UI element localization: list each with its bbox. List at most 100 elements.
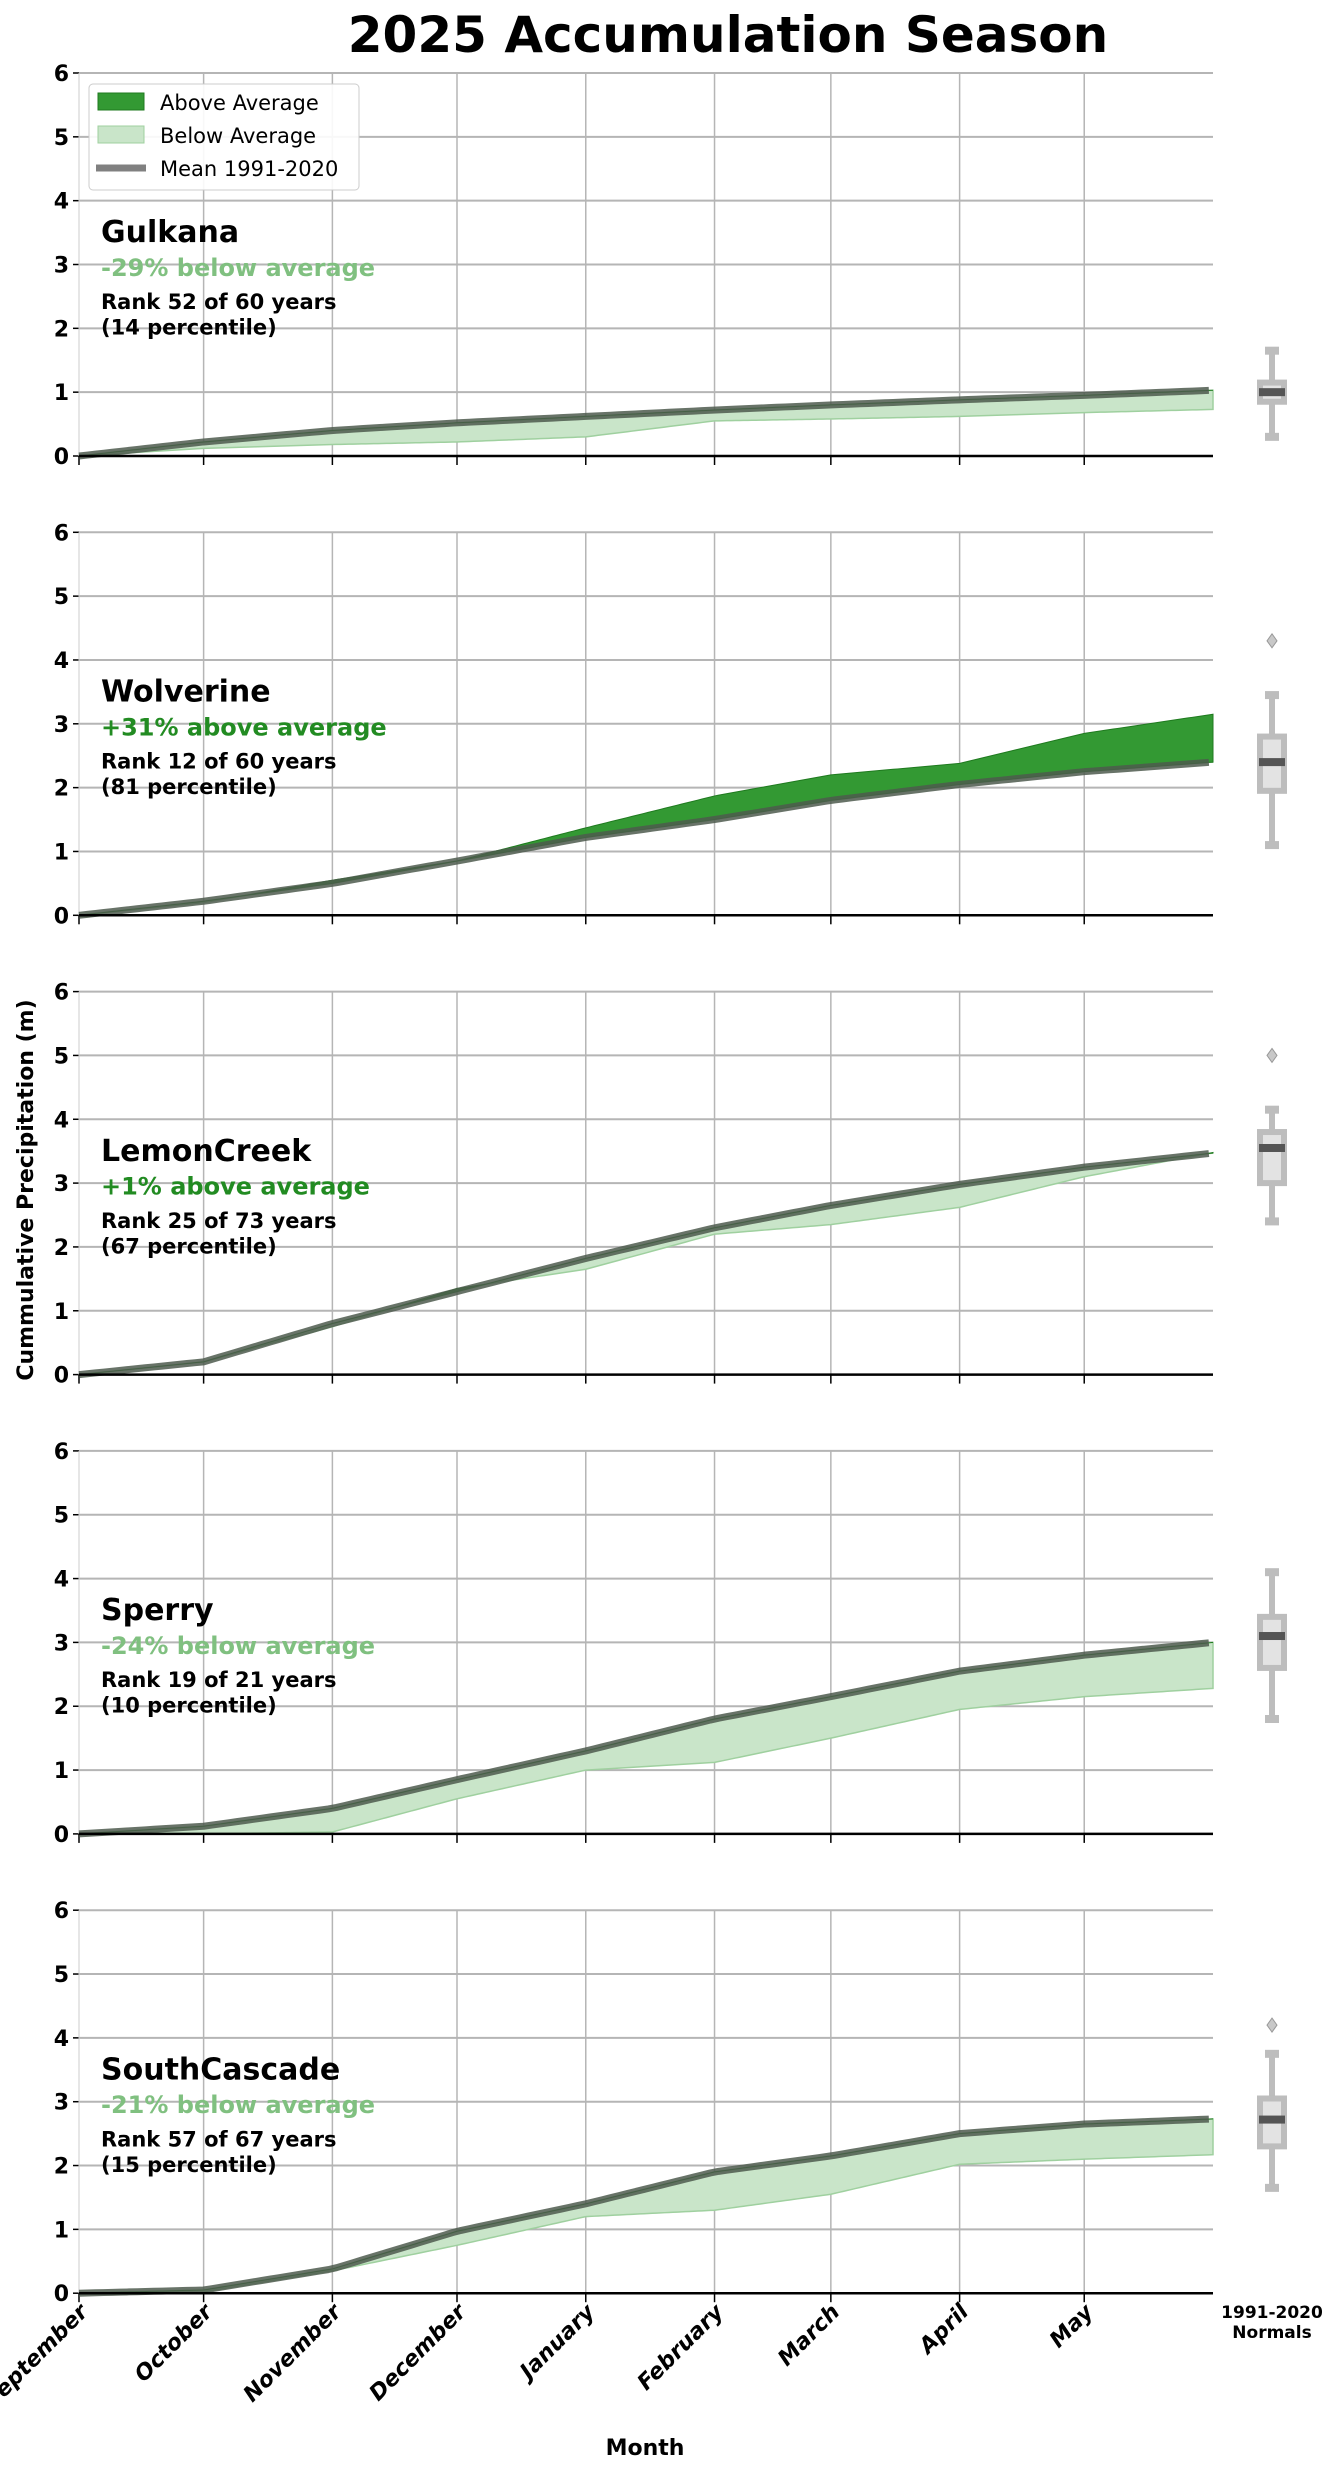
glacier-name: Gulkana (101, 215, 239, 250)
legend: Above Average Below Average Mean 1991-20… (88, 83, 360, 191)
y-tick-label: 2 (54, 777, 69, 802)
boxplot-median (1259, 758, 1285, 767)
boxplot-cap-high (1265, 2049, 1279, 2058)
boxplot-median (1259, 2115, 1285, 2124)
boxplot-cap-low (1265, 2183, 1279, 2192)
normals-boxplot (1257, 346, 1287, 441)
boxplot-cap-high (1265, 691, 1279, 700)
y-tick-label: 0 (54, 445, 69, 470)
normals-boxplot (1257, 1047, 1287, 1226)
mean-line (78, 1639, 1210, 1838)
boxplot-outlier (1266, 632, 1278, 649)
percentile-text: (15 percentile) (101, 2153, 277, 2177)
legend-label-mean: Mean 1991-2020 (160, 157, 338, 181)
legend-frame (88, 83, 360, 191)
normals-boxplot (1257, 1568, 1287, 1723)
rank-text: Rank 52 of 60 years (101, 290, 336, 314)
panel-wolverine: 0 1 2 3 4 5 6 Wolverine +31% above average Rank 1… (54, 521, 1287, 929)
anomaly-text: -29% below average (101, 254, 375, 282)
chart-title: 2025 Accumulation Season (348, 6, 1108, 64)
y-tick-label: 5 (54, 1044, 69, 1069)
y-tick-label: 2 (54, 1236, 69, 1261)
x-tick-label: January (513, 2299, 601, 2387)
glacier-name: SouthCascade (101, 2052, 340, 2087)
y-tick-label: 6 (54, 981, 69, 1006)
rank-text: Rank 25 of 73 years (101, 1209, 336, 1233)
x-tick-label: November (239, 2299, 347, 2407)
y-tick-label: 3 (54, 713, 69, 738)
boxplot-cap-low (1265, 1217, 1279, 1226)
x-tick-label: February (633, 2299, 730, 2396)
y-tick-label: 6 (54, 521, 69, 546)
mean-line (78, 1150, 1210, 1379)
boxplot-median (1259, 388, 1285, 397)
legend-swatch-below (97, 125, 145, 144)
percentile-text: (14 percentile) (101, 316, 277, 340)
y-tick-label: 5 (54, 1504, 69, 1529)
boxplot-cap-low (1265, 841, 1279, 850)
y-tick-label: 5 (54, 585, 69, 610)
x-tick-label: March (773, 2300, 845, 2372)
y-tick-label: 1 (54, 1300, 69, 1325)
x-tick-label: September (0, 2299, 94, 2414)
panel-southcascade: 0 1 2 3 4 5 6 SouthCascade -21% below average Ran… (54, 1899, 1287, 2307)
anomaly-text: -21% below average (101, 2091, 375, 2119)
y-tick-label: 2 (54, 2155, 69, 2180)
legend-label-above: Above Average (160, 91, 319, 115)
y-tick-label: 2 (54, 317, 69, 342)
y-tick-label: 0 (54, 1364, 69, 1389)
y-tick-label: 4 (54, 649, 69, 674)
y-tick-label: 1 (54, 1759, 69, 1784)
normals-boxplot (1257, 632, 1287, 850)
boxplot-cap-high (1265, 1568, 1279, 1577)
boxplot-median (1259, 1632, 1285, 1641)
mean-line (78, 758, 1210, 919)
y-tick-label: 1 (54, 381, 69, 406)
y-tick-label: 0 (54, 2282, 69, 2307)
glacier-name: LemonCreek (101, 1134, 312, 1169)
x-tick-label: May (1045, 2299, 1099, 2353)
y-tick-label: 3 (54, 1172, 69, 1197)
boxplot-cap-high (1265, 346, 1279, 355)
y-tick-label: 6 (54, 62, 69, 87)
glacier-name: Sperry (101, 1593, 214, 1628)
y-tick-label: 5 (54, 126, 69, 151)
rank-text: Rank 19 of 21 years (101, 1668, 336, 1692)
boxplot-box (1257, 1613, 1287, 1671)
y-axis-label: Cummulative Precipitation (m) (14, 999, 39, 1380)
x-axis-label: Month (606, 2436, 685, 2461)
x-tick-label: December (365, 2299, 472, 2406)
boxplot-box (1257, 1129, 1287, 1187)
boxplot-outlier (1266, 1047, 1278, 1064)
boxplot-cap-low (1265, 432, 1279, 441)
normals-label-line2: Normals (1232, 2323, 1311, 2343)
percentile-text: (81 percentile) (101, 775, 277, 799)
anomaly-text: -24% below average (101, 1632, 375, 1660)
boxplot-cap-high (1265, 1105, 1279, 1114)
y-tick-label: 4 (54, 1108, 69, 1133)
y-tick-label: 3 (54, 2091, 69, 2116)
above-average-area (78, 713, 1214, 916)
rank-text: Rank 57 of 67 years (101, 2127, 336, 2151)
y-tick-label: 2 (54, 1695, 69, 1720)
glacier-name: Wolverine (101, 674, 271, 709)
boxplot-cap-low (1265, 1715, 1279, 1723)
boxplot-median (1259, 1143, 1285, 1152)
anomaly-text: +1% above average (101, 1173, 370, 1201)
y-tick-label: 4 (54, 2027, 69, 2052)
panel-lemoncreek: 0 1 2 3 4 5 6 LemonCreek +1% above average Rank 2… (54, 981, 1287, 1389)
y-tick-label: 5 (54, 1963, 69, 1988)
mean-line (78, 2115, 1209, 2297)
y-tick-label: 3 (54, 1631, 69, 1656)
y-tick-label: 6 (54, 1899, 69, 1924)
normals-label-line1: 1991-2020 (1221, 2303, 1323, 2323)
y-tick-label: 1 (54, 2218, 69, 2243)
legend-swatch-above (97, 92, 145, 111)
y-tick-label: 0 (54, 904, 69, 929)
legend-label-below: Below Average (160, 124, 316, 148)
rank-text: Rank 12 of 60 years (101, 749, 336, 773)
x-tick-label: October (130, 2299, 218, 2387)
panel-sperry: 0 1 2 3 4 5 6 Sperry -24% below average Rank 19 o… (54, 1440, 1287, 1848)
y-tick-label: 1 (54, 840, 69, 865)
